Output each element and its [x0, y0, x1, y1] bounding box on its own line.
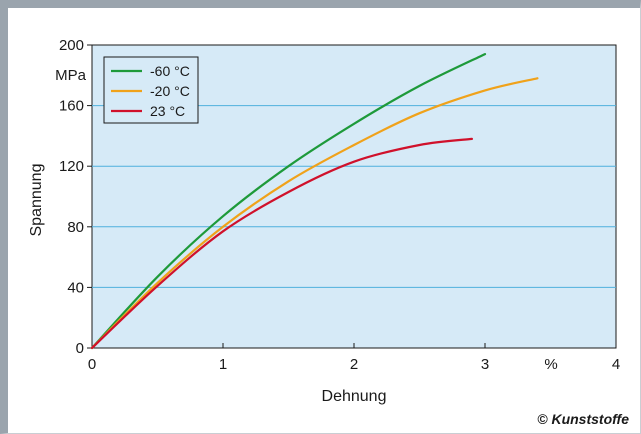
x-tick-label: 3: [481, 356, 489, 373]
x-tick-label: 2: [350, 356, 358, 373]
legend-label: -20 °C: [150, 83, 190, 99]
legend: -60 °C -20 °C 23 °C: [103, 56, 199, 124]
x-axis-title: Dehnung: [322, 388, 387, 405]
x-tick-label: 1: [219, 356, 227, 373]
y-tick-label: 120: [59, 158, 84, 175]
y-axis-title: Spannung: [28, 164, 45, 237]
x-unit-label: %: [544, 356, 557, 373]
y-tick-label: 160: [59, 98, 84, 115]
series-lines: [90, 53, 539, 350]
legend-label: -60 °C: [150, 63, 190, 79]
x-tick-label: 4: [612, 356, 620, 373]
series-line-1: [90, 77, 539, 350]
series-line-0: [90, 53, 487, 350]
y-tick-label: 200: [59, 37, 84, 54]
y-unit-label: MPa: [55, 67, 87, 84]
legend-label: 23 °C: [150, 103, 185, 119]
y-tick-label: 40: [67, 279, 84, 296]
x-tick-labels: 0 1 2 3 4: [88, 356, 620, 373]
y-tick-label: 0: [76, 340, 84, 357]
x-tick-label: 0: [88, 356, 96, 373]
y-tick-label: 80: [67, 219, 84, 236]
copyright-credit: © Kunststoffe: [537, 411, 629, 427]
series-line-2: [90, 137, 473, 350]
y-tick-labels: 0 40 80 120 160 200: [59, 37, 84, 357]
